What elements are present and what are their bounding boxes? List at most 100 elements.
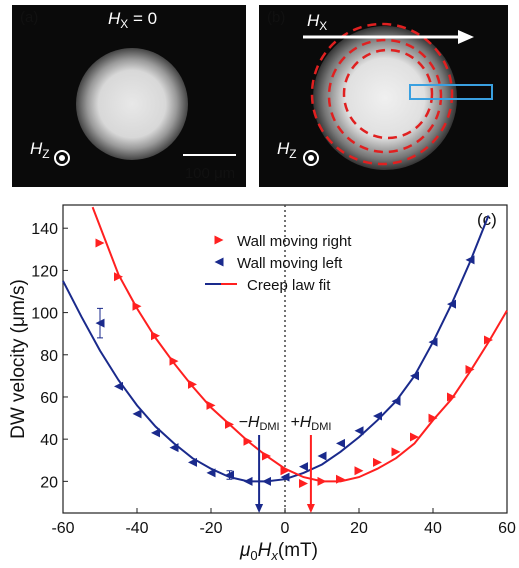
data-point [391, 396, 401, 406]
field-label: HZ [277, 139, 297, 161]
data-point [262, 476, 271, 486]
y-tick-label: 80 [40, 348, 58, 365]
data-point [354, 466, 364, 476]
data-point [243, 436, 253, 446]
x-axis-label: μ0Hx(mT) [239, 540, 318, 563]
y-tick-label: 100 [31, 306, 58, 323]
fit-line [91, 206, 508, 483]
data-point [206, 400, 216, 410]
data-point [95, 318, 105, 328]
data-point [225, 419, 234, 429]
data-point [410, 371, 419, 381]
x-label-part: x [270, 548, 278, 563]
x-label-part: (mT) [278, 540, 318, 561]
x-tick-label: 40 [424, 520, 442, 537]
data-point [280, 466, 290, 476]
subscript: X [319, 19, 327, 33]
y-axis-label: DW velocity (μm/s) [8, 279, 29, 439]
annotation: −HDMI [239, 414, 280, 433]
panel-a-image [12, 5, 246, 187]
x-label-part: 0 [250, 548, 257, 563]
data-point [151, 428, 160, 438]
data-point [484, 335, 493, 345]
data-point [373, 411, 382, 421]
data-point [336, 474, 345, 484]
x-tick-label: 20 [350, 520, 368, 537]
annotation-text: −H [239, 414, 260, 431]
data-point [299, 462, 308, 472]
data-point [225, 470, 234, 480]
legend-label: Wall moving left [237, 255, 343, 272]
legend-marker [214, 257, 224, 267]
data-point [317, 476, 327, 486]
y-tick-label: 60 [40, 390, 58, 407]
data-point [465, 255, 475, 265]
panel-b-image [259, 5, 508, 187]
symbol: H [277, 139, 290, 158]
data-point [188, 457, 197, 467]
data-point [206, 468, 216, 478]
data-point [132, 301, 142, 311]
y-tick-label: 140 [31, 221, 58, 238]
data-point [243, 476, 253, 486]
y-tick-label: 20 [40, 474, 58, 491]
annotation-text: +H [290, 414, 311, 431]
data-point [354, 426, 364, 436]
panel-label: (a) [20, 9, 38, 26]
data-point [410, 432, 419, 442]
data-point [428, 337, 438, 347]
arrow-head [306, 504, 315, 513]
annotation-sub: DMI [259, 421, 279, 433]
annotation: +HDMI [290, 414, 331, 433]
chart: -60 -40 -20 0 20 40 60 20 40 60 80 100 120 140 DW velo… [8, 204, 516, 563]
scale-bar-label: 100 μm [185, 165, 235, 182]
data-point [151, 331, 160, 341]
fit-line [62, 215, 490, 483]
x-tick-label: 0 [281, 520, 290, 537]
x-tick-label: -40 [125, 520, 148, 537]
subscript: X [120, 17, 128, 31]
field-label: HZ [30, 139, 50, 161]
legend-label: Creep law fit [247, 277, 331, 294]
data-point [336, 438, 345, 448]
data-point [132, 409, 142, 419]
data-point [428, 413, 438, 423]
data-point [188, 379, 197, 389]
x-label-part: H [258, 540, 272, 561]
subscript: Z [289, 147, 296, 161]
data-point [169, 443, 179, 453]
field-label: HX [307, 11, 327, 33]
data-point [262, 451, 271, 461]
x-tick-label: -60 [51, 520, 74, 537]
symbol: H [30, 139, 43, 158]
data-point [317, 451, 327, 461]
y-tick-label: 40 [40, 432, 58, 449]
data-point [95, 238, 105, 248]
suffix: = 0 [128, 9, 157, 28]
symbol: H [108, 9, 121, 28]
x-tick-label: -20 [199, 520, 222, 537]
y-tick-label: 120 [31, 263, 58, 280]
data-point [114, 272, 123, 282]
arrow-head [255, 504, 264, 513]
x-label-part: μ [239, 540, 251, 561]
data-point [373, 457, 382, 467]
subscript: Z [42, 147, 49, 161]
legend-marker [214, 235, 224, 245]
panel-label: (b) [267, 9, 285, 26]
x-tick-label: 60 [498, 520, 516, 537]
data-point [169, 356, 179, 366]
symbol: H [307, 11, 320, 30]
data-point [391, 447, 401, 457]
data-point [465, 365, 475, 375]
field-label: HX = 0 [108, 9, 157, 31]
data-point [447, 392, 456, 402]
data-point [280, 472, 290, 482]
data-point [299, 478, 308, 488]
annotation-sub: DMI [311, 421, 331, 433]
data-point [114, 381, 123, 391]
legend-label: Wall moving right [237, 233, 352, 250]
data-point [447, 299, 456, 309]
